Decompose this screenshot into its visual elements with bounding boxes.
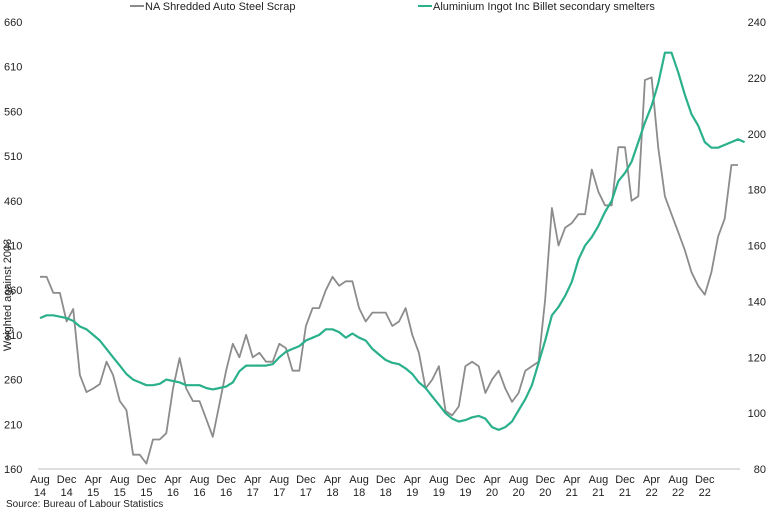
x-tick-month: Apr: [563, 474, 580, 486]
y-tick-label: 410: [4, 241, 22, 253]
x-tick-month: Apr: [324, 474, 341, 486]
y-tick-label: 360: [4, 285, 22, 297]
y-tick-label: 160: [4, 464, 22, 476]
x-tick-month: Aug: [349, 474, 369, 486]
x-tick-month: Aug: [429, 474, 449, 486]
x-axis-ticks: Aug14Dec14Apr15Aug15Dec15Apr16Aug16Dec16…: [30, 474, 715, 499]
y2-tick-label: 160: [748, 241, 766, 253]
x-tick-year: 16: [167, 487, 179, 499]
x-tick-year: 17: [273, 487, 285, 499]
x-tick-year: 19: [433, 487, 445, 499]
x-tick-month: Dec: [216, 474, 236, 486]
x-tick-month: Aug: [30, 474, 50, 486]
x-tick-month: Apr: [483, 474, 500, 486]
y-tick-label: 660: [4, 17, 22, 29]
series-line-aluminium: [39, 51, 746, 431]
x-tick-year: 15: [140, 487, 152, 499]
series-lines: [39, 51, 746, 465]
x-tick-year: 20: [539, 487, 551, 499]
x-tick-year: 14: [34, 487, 46, 499]
y2-tick-label: 140: [748, 296, 766, 308]
y2-tick-label: 180: [748, 185, 766, 197]
legend-label-aluminium: Aluminium Ingot Inc Billet secondary sme…: [433, 1, 655, 13]
y-tick-label: 210: [4, 419, 22, 431]
y-tick-label: 610: [4, 62, 22, 74]
y2-tick-label: 200: [748, 129, 766, 141]
x-tick-month: Aug: [110, 474, 130, 486]
series-line-steel-scrap: [40, 76, 738, 465]
x-tick-month: Dec: [695, 474, 715, 486]
x-tick-year: 18: [353, 487, 365, 499]
x-tick-year: 21: [566, 487, 578, 499]
x-tick-year: 21: [592, 487, 604, 499]
x-tick-year: 18: [380, 487, 392, 499]
x-tick-year: 15: [114, 487, 126, 499]
x-tick-month: Dec: [376, 474, 396, 486]
y2-tick-label: 100: [748, 408, 766, 420]
x-tick-year: 15: [87, 487, 99, 499]
x-tick-month: Apr: [404, 474, 421, 486]
x-tick-month: Dec: [535, 474, 555, 486]
x-tick-year: 16: [220, 487, 232, 499]
y-axis-title: Weighted against 2003: [2, 239, 14, 351]
x-tick-month: Apr: [164, 474, 181, 486]
x-tick-year: 22: [645, 487, 657, 499]
x-tick-month: Dec: [57, 474, 77, 486]
y-tick-label: 260: [4, 375, 22, 387]
x-tick-year: 22: [672, 487, 684, 499]
x-tick-month: Dec: [296, 474, 316, 486]
x-tick-month: Aug: [589, 474, 609, 486]
source-note: Source: Bureau of Labour Statistics: [6, 499, 164, 510]
x-tick-year: 21: [619, 487, 631, 499]
x-tick-year: 19: [459, 487, 471, 499]
x-tick-year: 20: [513, 487, 525, 499]
x-tick-month: Aug: [270, 474, 290, 486]
y-axis-left-ticks: 160 210 260 310 360 410 460 510 560 610 660: [4, 17, 22, 476]
x-tick-month: Aug: [668, 474, 688, 486]
x-tick-month: Apr: [85, 474, 102, 486]
y2-tick-label: 80: [754, 464, 766, 476]
x-tick-month: Aug: [509, 474, 529, 486]
y2-tick-label: 120: [748, 352, 766, 364]
x-tick-year: 19: [406, 487, 418, 499]
x-tick-month: Apr: [643, 474, 660, 486]
y2-tick-label: 220: [748, 73, 766, 85]
y-tick-label: 560: [4, 106, 22, 118]
x-tick-year: 22: [699, 487, 711, 499]
x-tick-year: 17: [300, 487, 312, 499]
legend-label-steel-scrap: NA Shredded Auto Steel Scrap: [145, 1, 295, 13]
x-tick-month: Apr: [244, 474, 261, 486]
chart-legend: NA Shredded Auto Steel Scrap Aluminium I…: [130, 1, 655, 13]
x-tick-month: Dec: [456, 474, 476, 486]
x-tick-month: Aug: [190, 474, 210, 486]
x-tick-month: Dec: [137, 474, 157, 486]
x-tick-year: 17: [247, 487, 259, 499]
y-tick-label: 510: [4, 151, 22, 163]
x-tick-year: 16: [193, 487, 205, 499]
x-tick-year: 18: [326, 487, 338, 499]
x-tick-year: 20: [486, 487, 498, 499]
y-tick-label: 460: [4, 196, 22, 208]
x-tick-month: Dec: [615, 474, 635, 486]
y-tick-label: 310: [4, 330, 22, 342]
y2-tick-label: 240: [748, 17, 766, 29]
y-axis-right-ticks: 80 100 120 140 160 180 200 220 240: [748, 17, 766, 476]
x-tick-year: 14: [60, 487, 72, 499]
